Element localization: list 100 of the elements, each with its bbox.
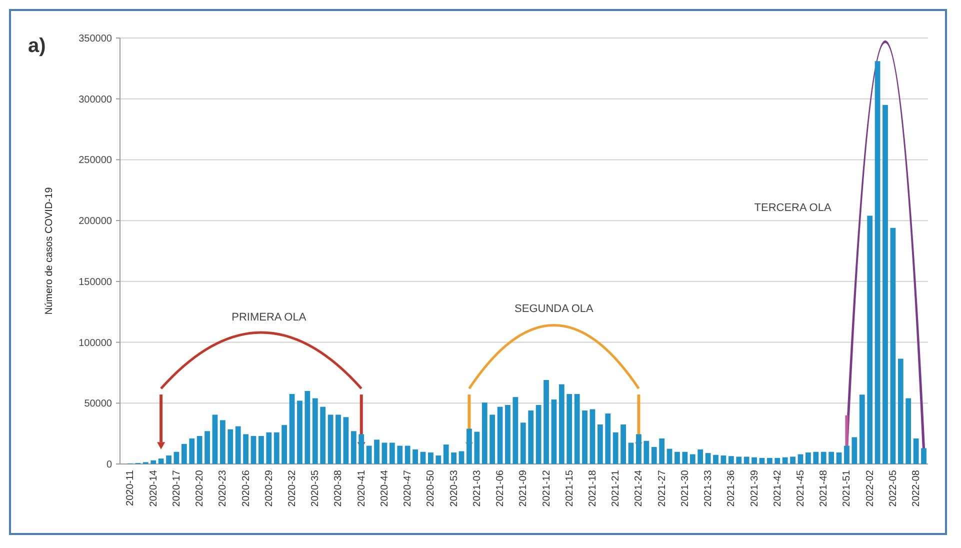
bar	[566, 394, 572, 464]
x-tick-label: 2020-20	[194, 470, 206, 507]
bar	[497, 406, 503, 464]
bar	[412, 449, 418, 464]
bar	[274, 432, 280, 464]
bar	[620, 424, 626, 464]
x-tick-label: 2021-21	[610, 470, 622, 507]
bar	[666, 448, 672, 464]
bar	[458, 451, 464, 464]
x-tick-label: 2020-53	[448, 470, 460, 507]
x-tick-label: 2021-03	[472, 470, 483, 507]
annotation: SEGUNDA OLA	[514, 302, 594, 315]
x-tick-label: 2020-29	[264, 470, 275, 507]
bar	[636, 434, 642, 464]
x-tick-label: 2020-38	[333, 470, 344, 507]
bar	[898, 358, 904, 464]
x-tick-label: 2021-39	[749, 470, 760, 507]
x-tick-label: 2020-44	[379, 470, 390, 507]
bar	[382, 442, 388, 464]
bar	[336, 414, 341, 464]
y-tick-label: 300000	[78, 94, 112, 106]
bar	[921, 448, 926, 464]
bar	[443, 444, 449, 464]
bar	[397, 446, 403, 464]
x-tick-label: 2021-51	[842, 470, 853, 507]
annotation: PRIMERA OLA	[232, 311, 307, 324]
bar	[174, 452, 180, 464]
chart-title: a)	[28, 35, 46, 57]
bar	[859, 394, 865, 464]
bar	[158, 458, 164, 464]
annotation: TERCERA OLA	[754, 202, 832, 214]
bar	[913, 438, 919, 464]
x-tick-label: 2020-26	[240, 470, 252, 507]
bar	[651, 446, 657, 464]
x-tick-label: 2021-09	[518, 470, 530, 507]
y-tick-label: 250000	[78, 155, 112, 166]
x-tick-label: 2020-17	[171, 470, 182, 507]
x-tick-label: 2021-24	[634, 470, 645, 507]
x-tick-label: 2020-41	[356, 470, 368, 507]
bar	[867, 216, 873, 464]
bar	[366, 446, 372, 464]
x-tick-label: 2021-15	[564, 470, 576, 507]
bar	[720, 455, 726, 464]
bar	[282, 425, 288, 464]
bar	[389, 442, 395, 464]
bar	[420, 452, 426, 464]
bar	[644, 440, 650, 464]
bar	[813, 452, 819, 464]
x-tick-label: 2020-47	[402, 470, 414, 507]
bar	[674, 452, 680, 464]
bar	[612, 432, 618, 464]
y-tick-label: 200000	[78, 216, 112, 228]
bar	[890, 228, 896, 464]
x-tick-label: 2020-23	[218, 470, 229, 507]
bar	[536, 404, 542, 464]
bar	[682, 452, 688, 464]
bar	[304, 390, 310, 464]
bar	[690, 454, 696, 464]
bar	[212, 414, 218, 464]
bar	[582, 410, 588, 464]
bar	[166, 455, 172, 464]
x-tick-label: 2022-08	[911, 470, 922, 507]
y-axis-title: Número de casos COVID-19	[44, 186, 55, 315]
bar	[482, 402, 488, 464]
bar	[744, 456, 750, 464]
bar	[404, 446, 410, 464]
bar	[490, 414, 496, 464]
bar	[736, 456, 742, 464]
bar	[374, 440, 380, 464]
bar	[659, 438, 665, 464]
x-tick-label: 2021-30	[680, 470, 691, 507]
x-tick-label: 2020-35	[310, 470, 322, 507]
bar	[574, 394, 580, 464]
x-tick-label: 2021-33	[703, 470, 714, 507]
x-tick-label: 2020-32	[287, 470, 298, 507]
bar	[828, 452, 834, 464]
bar	[358, 434, 364, 464]
bar	[189, 438, 195, 464]
bar	[520, 422, 526, 464]
bar	[774, 458, 780, 464]
x-tick-label: 2021-18	[587, 470, 598, 507]
bar	[628, 442, 634, 464]
bar	[451, 452, 457, 464]
bar	[505, 404, 510, 464]
x-tick-label: 2020-50	[426, 470, 437, 507]
bar	[436, 455, 442, 464]
bar	[551, 399, 557, 464]
bar	[590, 409, 596, 464]
bar	[782, 457, 788, 464]
bar	[428, 452, 434, 464]
x-tick-label: 2020-11	[125, 470, 136, 506]
bar	[150, 460, 156, 464]
bar	[181, 444, 187, 464]
bar	[882, 104, 888, 464]
bar	[350, 431, 356, 464]
bar	[713, 454, 718, 464]
x-tick-label: 2021-12	[541, 470, 552, 507]
bar	[512, 397, 518, 464]
bar	[328, 414, 334, 464]
x-tick-label: 2020-14	[148, 470, 160, 507]
